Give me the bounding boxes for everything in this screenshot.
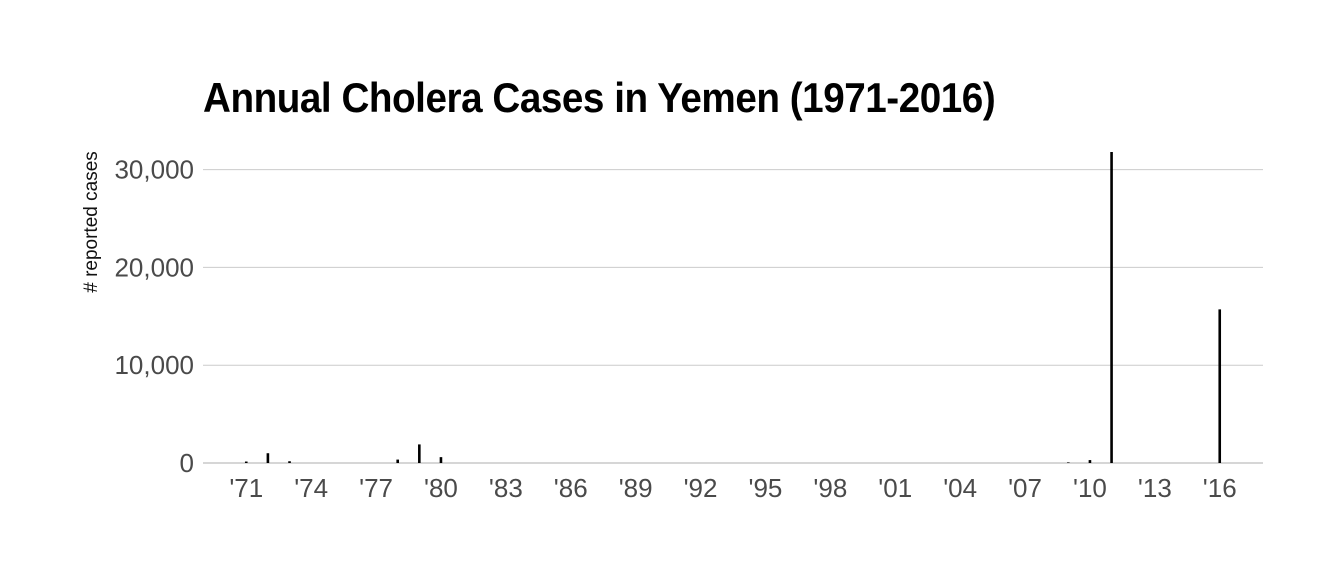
y-axis-title: # reported cases bbox=[81, 151, 102, 293]
x-axis-ticks: '71 '74 '77 '80 '83 '86 '89 '92 '95 '98 '01 '04 '07 '… bbox=[229, 473, 1236, 503]
y-tick-label: 0 bbox=[180, 448, 194, 478]
y-tick-label: 30,000 bbox=[114, 155, 194, 185]
x-tick-label: '80 bbox=[424, 473, 458, 503]
x-tick-label: '10 bbox=[1073, 473, 1107, 503]
bars bbox=[244, 151, 1222, 463]
x-tick-label: '71 bbox=[229, 473, 263, 503]
x-tick-label: '83 bbox=[489, 473, 523, 503]
x-tick-label: '95 bbox=[749, 473, 783, 503]
x-tick-label: '86 bbox=[554, 473, 588, 503]
chart-title: Annual Cholera Cases in Yemen (1971-2016… bbox=[203, 74, 996, 121]
x-tick-label: '07 bbox=[1008, 473, 1042, 503]
x-tick-label: '98 bbox=[813, 473, 847, 503]
y-tick-label: 10,000 bbox=[114, 350, 194, 380]
x-tick-label: '16 bbox=[1203, 473, 1237, 503]
x-tick-label: '74 bbox=[294, 473, 328, 503]
x-tick-label: '01 bbox=[878, 473, 912, 503]
y-tick-label: 20,000 bbox=[114, 252, 194, 282]
x-tick-label: '13 bbox=[1138, 473, 1172, 503]
x-tick-label: '77 bbox=[359, 473, 393, 503]
x-tick-label: '04 bbox=[943, 473, 977, 503]
y-axis-ticks: 0 10,000 20,000 30,000 bbox=[114, 155, 194, 478]
gridlines bbox=[203, 169, 1263, 464]
x-tick-label: '89 bbox=[619, 473, 653, 503]
x-tick-label: '92 bbox=[684, 473, 718, 503]
